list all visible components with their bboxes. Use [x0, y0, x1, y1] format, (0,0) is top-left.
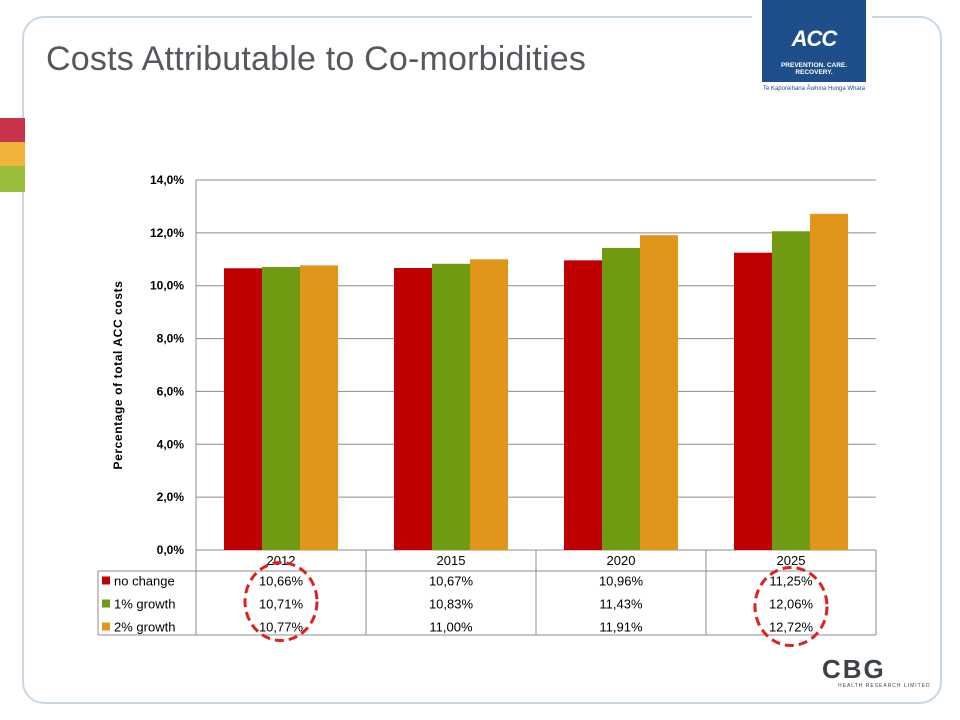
legend-label: 1% growth — [114, 597, 175, 612]
y-tick-label: 8,0% — [157, 332, 185, 346]
legend-swatch-1-growth — [102, 599, 110, 608]
acc-tagline: PREVENTION. CARE. RECOVERY. — [780, 62, 848, 76]
y-tick-label: 14,0% — [150, 173, 184, 187]
bar-1-growth — [602, 247, 640, 550]
x-category-label: 2015 — [437, 553, 466, 568]
bar-no-change — [564, 260, 602, 550]
data-label: 10,71% — [259, 597, 304, 612]
acc-maori-name: Te Kaporeihana Āwhina Hunga Whara — [762, 86, 866, 92]
bar-no-change — [394, 268, 432, 550]
legend-label: 2% growth — [114, 620, 175, 635]
y-tick-label: 4,0% — [157, 437, 185, 451]
bar-2-growth — [300, 265, 338, 550]
cbg-logo: CBG HEALTH RESEARCH LIMITED — [818, 654, 938, 690]
side-band-red — [0, 118, 25, 142]
bar-1-growth — [772, 231, 810, 550]
side-band-green — [0, 166, 25, 192]
y-tick-label: 12,0% — [150, 226, 184, 240]
bar-2-growth — [470, 259, 508, 550]
legend-swatch-no-change — [102, 576, 110, 585]
x-category-label: 2025 — [777, 553, 806, 568]
y-tick-label: 6,0% — [157, 384, 185, 398]
data-label: 10,96% — [599, 574, 644, 589]
acc-wordmark: ACC — [791, 26, 838, 51]
bar-no-change — [224, 268, 262, 550]
data-label: 10,67% — [429, 574, 474, 589]
side-band-orange — [0, 142, 25, 166]
highlight-circle — [753, 566, 829, 647]
bar-2-growth — [810, 213, 848, 551]
bar-1-growth — [262, 266, 300, 550]
data-label: 10,83% — [429, 597, 474, 612]
cbg-wordmark: CBG — [822, 654, 886, 684]
y-axis-title: Percentage of total ACC costs — [111, 281, 125, 470]
acc-logo-panel: ACC PREVENTION. CARE. RECOVERY. — [762, 0, 866, 82]
y-tick-label: 0,0% — [157, 543, 185, 557]
data-label: 12,72% — [769, 620, 814, 635]
data-label: 10,66% — [259, 574, 304, 589]
legend-label: no change — [114, 574, 175, 589]
data-label: 11,00% — [429, 620, 473, 635]
data-label: 12,06% — [769, 597, 814, 612]
bar-no-change — [734, 252, 772, 550]
data-label: 11,25% — [769, 574, 813, 589]
bar-2-growth — [640, 235, 678, 550]
legend-swatch-2-growth — [102, 622, 110, 631]
cbg-subtitle: HEALTH RESEARCH LIMITED — [838, 683, 931, 689]
y-tick-label: 10,0% — [150, 279, 184, 293]
data-label: 11,91% — [599, 620, 643, 635]
data-label: 11,43% — [599, 597, 643, 612]
x-category-label: 2012 — [267, 553, 296, 568]
y-tick-label: 2,0% — [157, 490, 185, 504]
acc-logo: ACC PREVENTION. CARE. RECOVERY. Te Kapor… — [752, 0, 872, 102]
x-category-label: 2020 — [607, 553, 636, 568]
slide-title: Costs Attributable to Co-morbidities — [46, 40, 587, 78]
bar-1-growth — [432, 263, 470, 550]
highlight-circle — [243, 561, 319, 642]
data-label: 10,77% — [259, 620, 304, 635]
